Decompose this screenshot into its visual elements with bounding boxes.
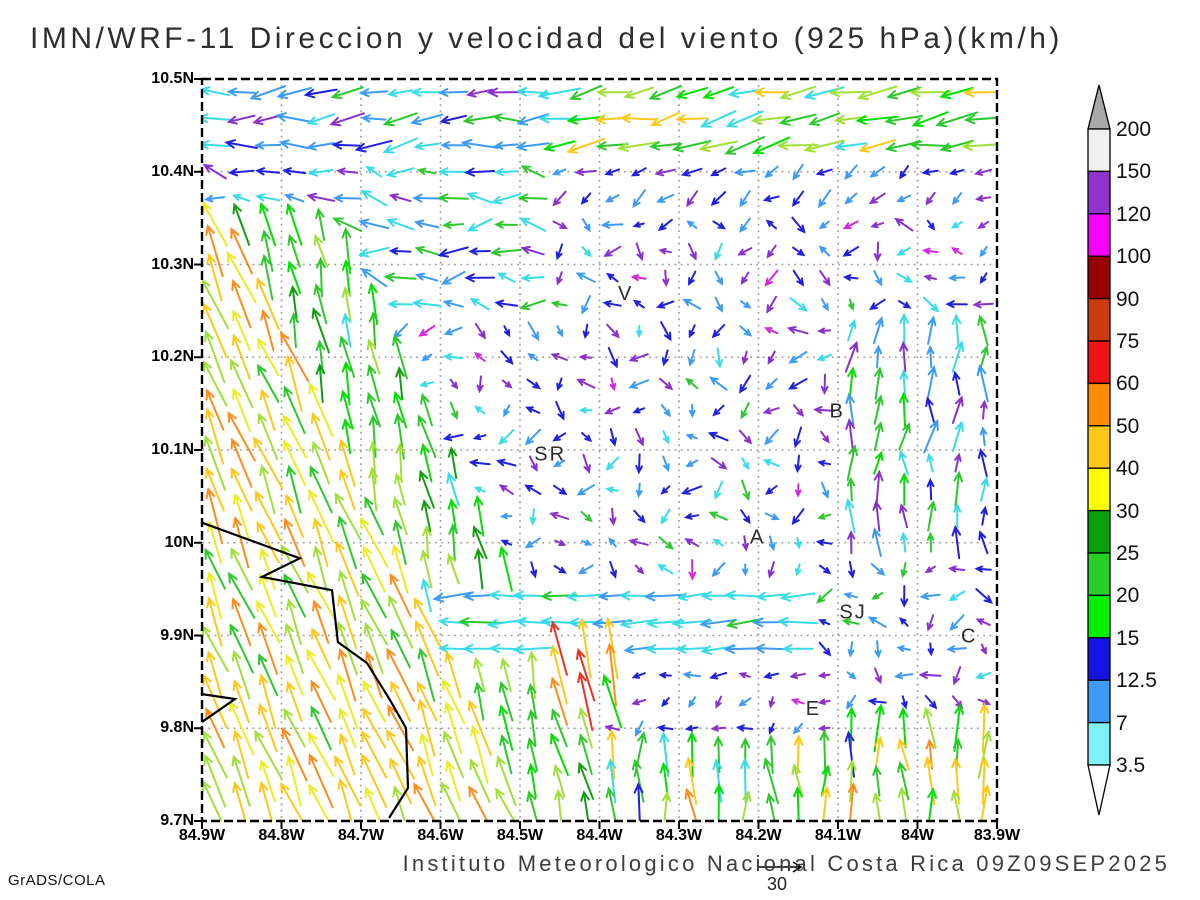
x-axis-label: 84.8W <box>258 827 305 844</box>
colorbar-label: 30 <box>1116 499 1140 523</box>
colorbar-label: 25 <box>1116 542 1140 565</box>
colorbar <box>1087 84 1111 816</box>
gridlines <box>202 79 997 821</box>
x-axis-label: 84W <box>901 827 934 844</box>
colorbar-label: 100 <box>1116 245 1152 269</box>
y-axis-label: 10N <box>164 533 194 551</box>
x-axis-label: 84.4W <box>576 827 623 844</box>
footer-caption: Instituto Meteorologico Nacional Costa R… <box>402 851 1170 876</box>
x-axis-label: 84.5W <box>496 827 544 844</box>
plot-frame <box>194 77 999 829</box>
station-label: B <box>830 400 845 422</box>
y-axis-label: 10.3N <box>151 255 194 273</box>
colorbar-label: 40 <box>1116 457 1140 481</box>
y-axis-label: 10.1N <box>151 441 194 458</box>
x-axis-label: 84.1W <box>814 827 862 844</box>
coastline <box>202 521 410 819</box>
station-label: E <box>806 698 821 720</box>
reference-arrow <box>757 861 803 873</box>
y-axis-label: 9.8N <box>160 719 194 737</box>
y-axis-label: 10.5N <box>151 70 194 87</box>
x-axis-label: 84.9W <box>178 827 226 844</box>
y-axis-label: 10.2N <box>151 348 194 366</box>
colorbar-label: 200 <box>1116 118 1152 141</box>
reference-arrow-value: 30 <box>766 874 788 894</box>
x-axis-label: 84.3W <box>655 827 703 844</box>
station-labels: V B SR A SJ C E <box>534 283 977 720</box>
colorbar-label: 120 <box>1116 202 1152 226</box>
station-label: SR <box>534 443 566 465</box>
chart-title: IMN/WRF-11 Direccion y velocidad del vie… <box>30 22 1063 55</box>
colorbar-label: 15 <box>1116 626 1140 650</box>
colorbar-label: 7 <box>1116 711 1128 735</box>
colorbar-label: 3.5 <box>1116 754 1146 777</box>
x-axis-label: 83.9W <box>973 827 1021 844</box>
x-axis-label: 84.7W <box>337 827 385 844</box>
station-label: SJ <box>839 601 866 623</box>
station-label: C <box>961 625 977 647</box>
colorbar-label: 75 <box>1116 330 1140 353</box>
colorbar-label: 150 <box>1116 160 1152 184</box>
y-axis-label: 9.9N <box>160 626 194 644</box>
x-axis-label: 84.6W <box>417 827 464 844</box>
station-label: V <box>618 283 633 305</box>
y-axis-label: 9.7N <box>160 812 194 829</box>
colorbar-label: 90 <box>1116 287 1140 311</box>
colorbar-label: 60 <box>1116 372 1140 396</box>
station-label: A <box>750 527 765 549</box>
colorbar-label: 12.5 <box>1116 669 1157 693</box>
grads-credit: GrADS/COLA <box>8 872 106 889</box>
x-axis-label: 84.2W <box>735 827 782 844</box>
y-axis-label: 10.4N <box>151 162 194 180</box>
colorbar-label: 50 <box>1116 414 1140 438</box>
colorbar-label: 20 <box>1116 584 1140 608</box>
wind-arrows <box>202 84 997 821</box>
